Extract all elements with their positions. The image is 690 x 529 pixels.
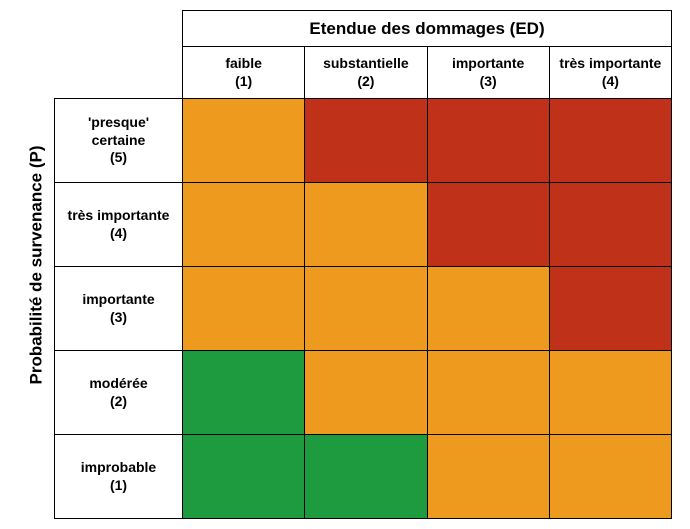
matrix-cell: [183, 99, 305, 183]
matrix-cell: [427, 99, 549, 183]
matrix-cell: [427, 183, 549, 267]
matrix-cell: [305, 183, 427, 267]
y-axis-title: Probabilité de survenance (P): [26, 145, 46, 384]
col-head-2-num: (2): [311, 73, 420, 91]
matrix-cell: [549, 435, 671, 519]
col-head-4-num: (4): [556, 73, 665, 91]
row-head: improbable (1): [55, 435, 183, 519]
matrix-row: importante (3): [55, 267, 672, 351]
row-head: 'presque' certaine(5): [55, 99, 183, 183]
row-head-num: (2): [61, 393, 176, 411]
matrix-cell: [305, 351, 427, 435]
matrix-cell: [305, 99, 427, 183]
row-head-num: (3): [61, 309, 176, 327]
row-head: modérée (2): [55, 351, 183, 435]
matrix-cell: [305, 435, 427, 519]
row-head-label: improbable: [81, 459, 156, 475]
col-head-2-label: substantielle: [323, 55, 409, 71]
corner-blank: [55, 11, 183, 47]
row-head-num: (5): [61, 149, 176, 167]
matrix-cell: [549, 267, 671, 351]
col-head-1-num: (1): [189, 73, 298, 91]
y-axis-title-cell: Probabilité de survenance (P): [18, 10, 54, 519]
matrix-row: très importante (4): [55, 183, 672, 267]
row-head-num: (1): [61, 477, 176, 495]
matrix-cell: [549, 351, 671, 435]
matrix-cell: [183, 435, 305, 519]
matrix-cell: [427, 267, 549, 351]
matrix-cell: [549, 183, 671, 267]
col-head-1: faible (1): [183, 47, 305, 99]
row-head-label: modérée: [89, 375, 147, 391]
matrix-table: Etendue des dommages (ED) faible (1) sub…: [54, 10, 672, 519]
matrix-body: 'presque' certaine(5) très importante (4) im…: [55, 99, 672, 519]
row-head-label: 'presque': [88, 114, 149, 130]
row-head: très importante (4): [55, 183, 183, 267]
col-head-3: importante (3): [427, 47, 549, 99]
row-head-label: très importante: [68, 207, 170, 223]
header-row-title: Etendue des dommages (ED): [55, 11, 672, 47]
col-head-3-num: (3): [434, 73, 543, 91]
col-head-4: très importante (4): [549, 47, 671, 99]
matrix-row: modérée (2): [55, 351, 672, 435]
row-head-label: importante: [82, 291, 154, 307]
risk-matrix: Probabilité de survenance (P) Etendue de…: [18, 10, 672, 519]
col-head-4-label: très importante: [559, 55, 661, 71]
matrix-row: 'presque' certaine(5): [55, 99, 672, 183]
matrix-cell: [183, 267, 305, 351]
row-head-label-2: certaine: [92, 132, 146, 148]
matrix-cell: [183, 183, 305, 267]
x-axis-title: Etendue des dommages (ED): [183, 11, 672, 47]
matrix-cell: [183, 351, 305, 435]
matrix-cell: [549, 99, 671, 183]
matrix-cell: [305, 267, 427, 351]
corner-blank-2: [55, 47, 183, 99]
col-head-3-label: importante: [452, 55, 524, 71]
matrix-table-wrapper: Etendue des dommages (ED) faible (1) sub…: [54, 10, 672, 519]
matrix-row: improbable (1): [55, 435, 672, 519]
row-head-num: (4): [61, 225, 176, 243]
header-row-columns: faible (1) substantielle (2) importante …: [55, 47, 672, 99]
col-head-1-label: faible: [225, 55, 262, 71]
matrix-cell: [427, 435, 549, 519]
col-head-2: substantielle (2): [305, 47, 427, 99]
row-head: importante (3): [55, 267, 183, 351]
matrix-cell: [427, 351, 549, 435]
